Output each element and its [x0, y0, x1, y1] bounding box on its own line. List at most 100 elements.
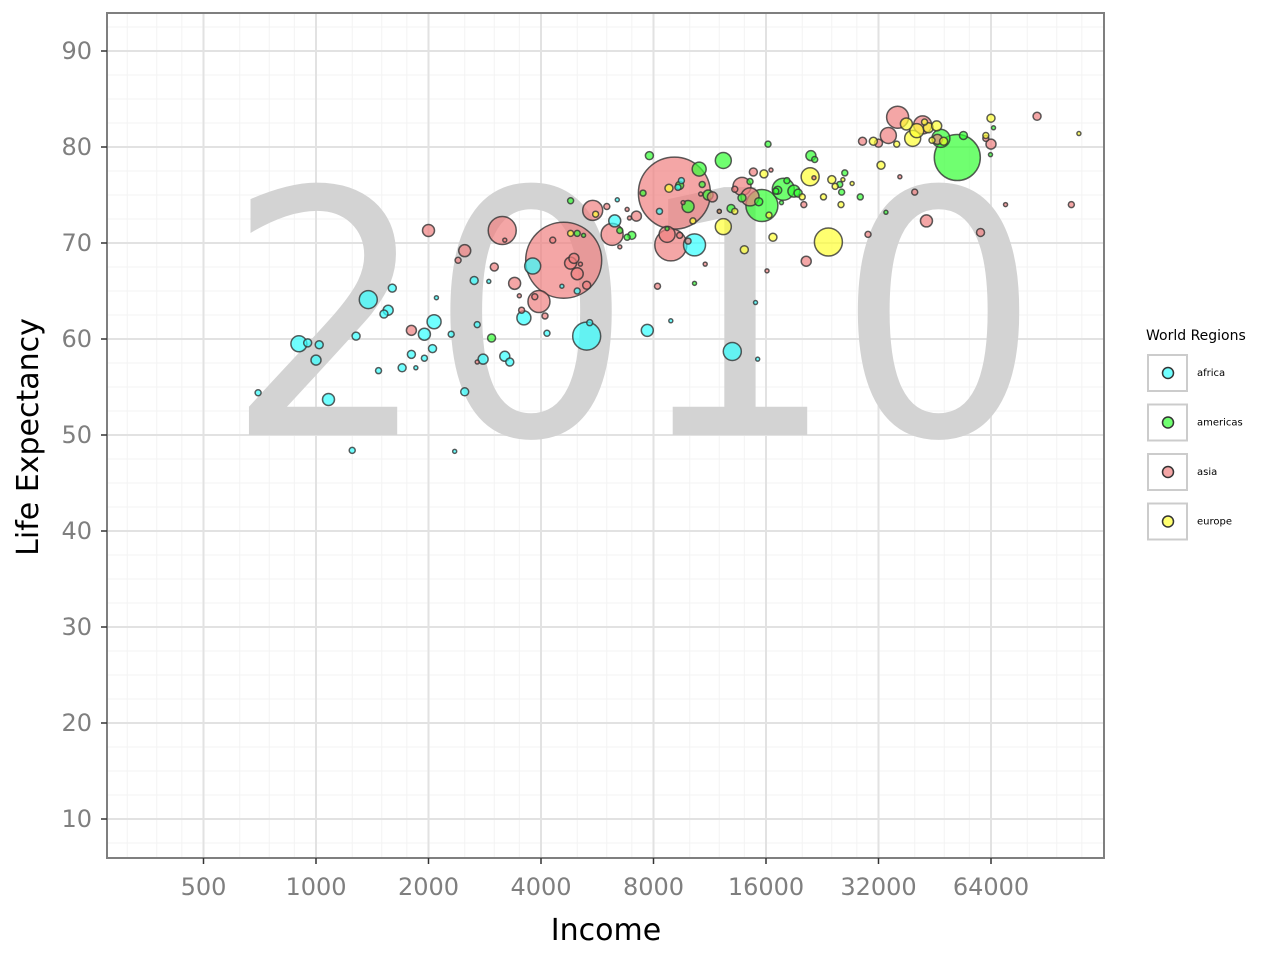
data-point-europe	[837, 200, 845, 209]
data-point-asia	[524, 221, 603, 300]
data-point-africa	[543, 329, 551, 337]
data-point-africa	[426, 313, 442, 330]
data-point-africa	[722, 341, 743, 362]
x-tick-label: 500	[181, 873, 227, 901]
data-point-asia	[581, 199, 604, 222]
data-point-africa	[310, 354, 322, 366]
data-point-asia	[489, 262, 500, 272]
data-point-asia	[421, 223, 436, 238]
data-point-asia	[897, 174, 903, 180]
data-point-africa	[420, 354, 429, 362]
legend-key-americas	[1161, 416, 1175, 429]
data-point-asia	[857, 136, 868, 146]
data-point-europe	[849, 180, 855, 187]
data-point-asia	[748, 167, 759, 177]
data-point-africa	[559, 283, 565, 289]
data-point-americas	[566, 197, 575, 205]
data-point-africa	[451, 448, 458, 455]
data-point-europe	[892, 140, 901, 148]
data-point-africa	[379, 309, 389, 319]
data-point-asia	[716, 208, 723, 215]
data-point-africa	[668, 318, 674, 324]
data-point-asia	[630, 210, 643, 222]
data-point-americas	[714, 151, 733, 170]
data-point-asia	[702, 261, 708, 267]
data-point-asia	[684, 237, 692, 245]
y-tick-label: 10	[61, 805, 92, 833]
data-point-europe	[840, 176, 846, 183]
y-tick-label: 40	[61, 517, 92, 545]
data-point-asia	[487, 215, 517, 246]
data-point-asia	[764, 268, 770, 274]
data-point-americas	[987, 151, 994, 158]
data-point-africa	[573, 287, 581, 295]
data-point-africa	[417, 327, 432, 341]
y-tick-label: 80	[61, 133, 92, 161]
data-point-europe	[930, 120, 943, 132]
legend: World Regions africa americas asia europe	[1146, 328, 1246, 541]
data-point-asia	[985, 138, 997, 150]
data-point-africa	[387, 283, 398, 293]
legend-key-asia	[1161, 465, 1175, 479]
data-points	[254, 105, 1082, 455]
data-point-americas	[644, 150, 655, 161]
data-point-europe	[899, 117, 914, 131]
x-tick-label: 1000	[285, 873, 346, 901]
data-point-asia	[675, 231, 684, 240]
data-point-asia	[731, 185, 739, 193]
data-point-europe	[1076, 130, 1082, 137]
data-point-europe	[868, 136, 879, 146]
data-point-africa	[413, 365, 419, 371]
legend-title: World Regions	[1146, 328, 1246, 344]
data-point-asia	[474, 359, 480, 365]
data-point-africa	[427, 343, 438, 354]
data-point-americas	[841, 169, 849, 177]
legend-key-africa	[1161, 366, 1175, 380]
data-point-asia	[570, 266, 584, 281]
data-point-asia	[879, 126, 898, 145]
data-point-europe	[928, 136, 936, 145]
data-point-americas	[616, 226, 624, 235]
data-point-africa	[314, 340, 324, 350]
data-point-americas	[810, 155, 819, 164]
legend-key-box	[1147, 403, 1188, 442]
x-tick-label: 32000	[840, 873, 916, 901]
data-point-africa	[348, 446, 356, 455]
data-point-europe	[819, 193, 828, 201]
data-point-asia	[1002, 201, 1009, 208]
data-point-asia	[919, 214, 934, 228]
data-point-africa	[571, 321, 602, 351]
data-point-asia	[581, 280, 592, 290]
data-point-europe	[759, 169, 769, 179]
data-point-europe	[982, 131, 990, 140]
legend-key-europe	[1161, 515, 1175, 528]
legend-label-europe: europe	[1197, 517, 1232, 528]
data-point-asia	[1032, 111, 1042, 122]
data-point-africa	[351, 331, 361, 341]
data-point-asia	[531, 293, 539, 301]
x-tick-label: 8000	[623, 873, 684, 901]
data-point-asia	[527, 289, 551, 314]
data-point-africa	[254, 389, 262, 397]
data-point-europe	[591, 210, 600, 218]
data-point-asia	[800, 255, 812, 267]
year-label: 2010	[226, 120, 1041, 516]
y-tick-label: 50	[61, 421, 92, 449]
data-point-asia	[507, 276, 522, 291]
data-point-asia	[1067, 200, 1076, 209]
data-point-europe	[920, 118, 929, 126]
data-point-americas	[580, 232, 587, 239]
data-point-africa	[682, 233, 707, 257]
data-point-americas	[958, 130, 969, 141]
data-point-africa	[486, 278, 492, 285]
data-point-europe	[768, 232, 778, 242]
data-point-europe	[714, 217, 733, 236]
data-point-africa	[754, 356, 761, 362]
data-point-africa	[358, 289, 379, 310]
data-point-africa	[433, 294, 440, 301]
data-point-africa	[374, 366, 383, 375]
data-point-africa	[447, 330, 455, 338]
data-point-africa	[614, 197, 621, 203]
data-point-europe	[827, 174, 837, 185]
data-point-americas	[691, 280, 698, 287]
